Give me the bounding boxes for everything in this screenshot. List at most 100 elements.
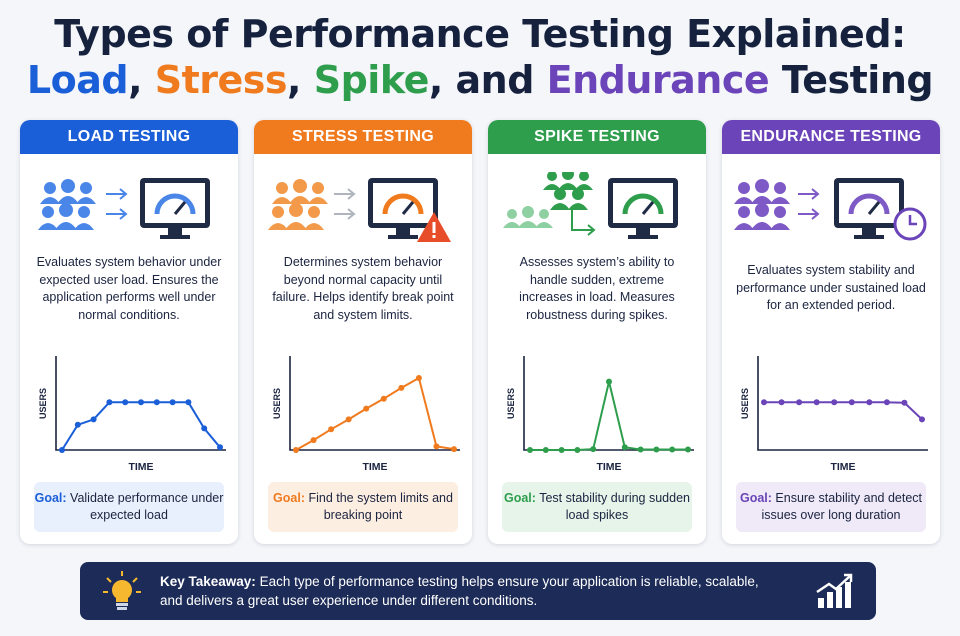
y-axis-label: USERS — [740, 388, 750, 419]
monitor-gauge-icon — [140, 178, 210, 239]
goal-box: Goal: Test stability during sudden load … — [502, 482, 692, 532]
monitor-gauge-icon — [608, 178, 678, 239]
series-line — [764, 401, 923, 421]
data-point — [574, 447, 581, 453]
takeaway-text: Key Takeaway: Each type of performance t… — [160, 572, 780, 610]
data-point — [621, 444, 628, 451]
chart-axes — [289, 356, 460, 451]
data-point — [866, 399, 873, 406]
goal-box: Goal: Ensure stability and detect issues… — [736, 482, 926, 532]
x-axis-label: TIME — [596, 461, 621, 473]
line-chart-stress: USERS TIME — [272, 356, 460, 473]
series-line — [295, 376, 455, 451]
goal-label: Goal: — [34, 491, 67, 505]
lightbulb-icon — [103, 571, 141, 610]
data-point — [831, 399, 838, 406]
series-line — [530, 381, 688, 451]
data-point — [542, 447, 549, 453]
card-endurance-testing: ENDURANCE TESTING — [722, 120, 940, 544]
data-point — [217, 444, 223, 451]
card-illustration — [722, 172, 940, 252]
card-illustration — [488, 168, 706, 252]
users-group-icon — [38, 179, 96, 230]
data-point — [901, 399, 908, 406]
data-point — [669, 446, 676, 453]
card-description: Determines system behavior beyond normal… — [272, 255, 454, 322]
x-axis-label: TIME — [830, 461, 855, 473]
growth-chart-icon — [816, 573, 853, 608]
line-chart-spike: USERS TIME — [506, 356, 694, 473]
data-point — [153, 399, 160, 406]
users-group-icon — [503, 168, 593, 228]
card-heading: LOAD TESTING — [20, 120, 238, 154]
monitor-gauge-icon — [834, 178, 904, 239]
data-point — [380, 395, 387, 402]
page-subtitle: Load, Stress, Spike, and Endurance Testi… — [0, 58, 960, 102]
goal-label: Goal: — [273, 491, 305, 505]
clock-icon — [893, 207, 927, 241]
goal-box: Goal: Validate performance under expecte… — [34, 482, 224, 532]
data-point — [883, 399, 890, 406]
chart-axes — [523, 356, 694, 451]
users-group-icon — [268, 179, 328, 230]
data-point — [415, 375, 422, 381]
data-point — [848, 399, 855, 406]
takeaway-label: Key Takeaway: — [160, 574, 256, 589]
goal-text: Ensure stability and detect issues over … — [761, 491, 923, 522]
data-point — [201, 425, 208, 432]
monitor-gauge-icon — [368, 178, 438, 239]
arrows-icon — [106, 188, 128, 220]
data-point — [59, 447, 65, 453]
goal-text: Find the system limits and breaking poin… — [308, 491, 453, 522]
data-point — [527, 447, 533, 453]
goal-label: Goal: — [504, 491, 536, 505]
subtitle-spike: Spike — [313, 58, 430, 102]
takeaway-body: Each type of performance testing helps e… — [160, 574, 759, 608]
subtitle-stress: Stress — [154, 58, 288, 102]
card-heading: SPIKE TESTING — [488, 120, 706, 154]
data-point — [919, 416, 925, 423]
card-load-testing: LOAD TESTING Evaluates system be — [20, 120, 238, 544]
data-point — [761, 399, 767, 406]
data-point — [558, 447, 565, 453]
x-axis-label: TIME — [128, 461, 153, 473]
card-heading: STRESS TESTING — [254, 120, 472, 154]
card-illustration — [20, 172, 238, 252]
data-point — [74, 421, 81, 428]
data-point — [653, 446, 660, 453]
data-point — [328, 426, 335, 433]
card-illustration — [254, 172, 472, 252]
chart-axes — [55, 356, 226, 451]
x-axis-label: TIME — [362, 461, 387, 473]
key-takeaway-banner: Key Takeaway: Each type of performance t… — [80, 562, 876, 620]
goal-text: Test stability during sudden load spikes — [539, 491, 690, 522]
data-point — [451, 446, 457, 453]
data-point — [398, 384, 405, 391]
subtitle-sep: , — [128, 58, 155, 102]
data-point — [310, 437, 317, 444]
subtitle-load: Load — [26, 58, 129, 102]
data-point — [685, 446, 691, 453]
data-point — [637, 446, 644, 453]
data-point — [106, 399, 113, 406]
subtitle-sep: , and — [428, 58, 547, 102]
y-axis-label: USERS — [272, 388, 282, 419]
data-point — [169, 399, 176, 406]
goal-label: Goal: — [739, 491, 772, 505]
line-chart-load: USERS TIME — [38, 356, 226, 473]
data-point — [778, 399, 785, 406]
data-point — [185, 399, 192, 406]
warning-icon — [417, 212, 451, 242]
arrows-icon — [334, 188, 356, 220]
card-description: Evaluates system stability and performan… — [736, 263, 926, 312]
data-point — [606, 378, 612, 385]
card-description: Assesses system’s ability to handle sudd… — [519, 255, 675, 322]
card-description: Evaluates system behavior under expected… — [36, 255, 222, 322]
data-point — [345, 416, 352, 423]
subtitle-endurance: Endurance — [546, 58, 770, 102]
data-point — [122, 399, 129, 406]
subtitle-suffix: Testing — [769, 58, 934, 102]
data-point — [590, 446, 597, 453]
goal-box: Goal: Find the system limits and breakin… — [268, 482, 458, 532]
data-point — [433, 443, 440, 450]
